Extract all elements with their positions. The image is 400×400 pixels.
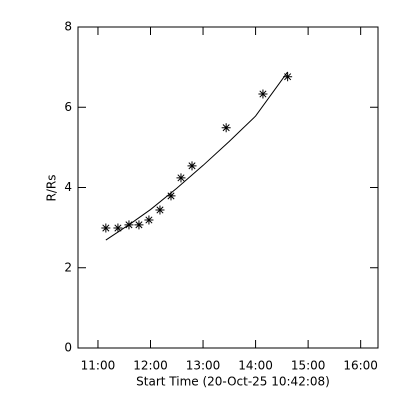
x-tick-label: 12:00 — [133, 359, 168, 373]
y-tick-label: 6 — [64, 100, 72, 114]
x-tick-label: 16:00 — [343, 359, 378, 373]
data-point — [221, 123, 231, 133]
data-point — [113, 223, 123, 233]
y-tick-label: 0 — [64, 341, 72, 355]
data-point — [176, 173, 186, 183]
x-axis-label: Start Time (20-Oct-25 10:42:08) — [136, 375, 330, 389]
x-tick-label: 11:00 — [81, 359, 116, 373]
y-tick-label: 2 — [64, 260, 72, 274]
y-axis-label: R/Rs — [45, 175, 59, 202]
x-tick-label: 14:00 — [238, 359, 273, 373]
data-point — [134, 220, 144, 230]
fit-line — [105, 71, 289, 241]
y-tick-label: 8 — [64, 20, 72, 34]
data-point — [155, 205, 165, 215]
data-point — [101, 223, 111, 233]
data-point — [166, 191, 176, 201]
data-point — [144, 215, 154, 225]
plot-frame — [77, 26, 379, 349]
data-point — [187, 161, 197, 171]
data-point — [283, 72, 293, 82]
x-tick-label: 15:00 — [291, 359, 326, 373]
data-point — [258, 89, 268, 99]
y-tick-label: 4 — [64, 180, 72, 194]
x-tick-label: 13:00 — [186, 359, 221, 373]
